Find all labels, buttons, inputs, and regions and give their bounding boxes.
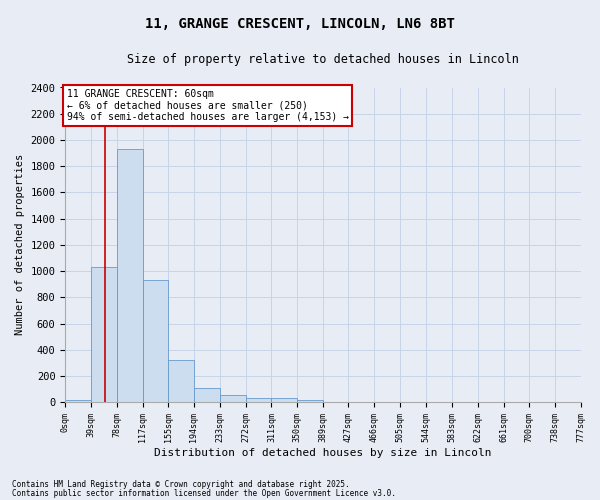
Title: Size of property relative to detached houses in Lincoln: Size of property relative to detached ho…	[127, 52, 519, 66]
Bar	[91, 267, 117, 402]
Text: Contains HM Land Registry data © Crown copyright and database right 2025.: Contains HM Land Registry data © Crown c…	[12, 480, 350, 489]
Bar	[220, 395, 245, 402]
Y-axis label: Number of detached properties: Number of detached properties	[15, 154, 25, 336]
Bar	[65, 400, 91, 402]
Bar	[194, 388, 220, 402]
Bar	[143, 280, 168, 402]
Text: 11, GRANGE CRESCENT, LINCOLN, LN6 8BT: 11, GRANGE CRESCENT, LINCOLN, LN6 8BT	[145, 18, 455, 32]
Bar	[271, 398, 298, 402]
Text: 11 GRANGE CRESCENT: 60sqm
← 6% of detached houses are smaller (250)
94% of semi-: 11 GRANGE CRESCENT: 60sqm ← 6% of detach…	[67, 89, 349, 122]
Bar	[245, 398, 271, 402]
Bar	[117, 149, 143, 402]
Bar	[168, 360, 194, 402]
Text: Contains public sector information licensed under the Open Government Licence v3: Contains public sector information licen…	[12, 488, 396, 498]
X-axis label: Distribution of detached houses by size in Lincoln: Distribution of detached houses by size …	[154, 448, 491, 458]
Bar	[298, 400, 323, 402]
